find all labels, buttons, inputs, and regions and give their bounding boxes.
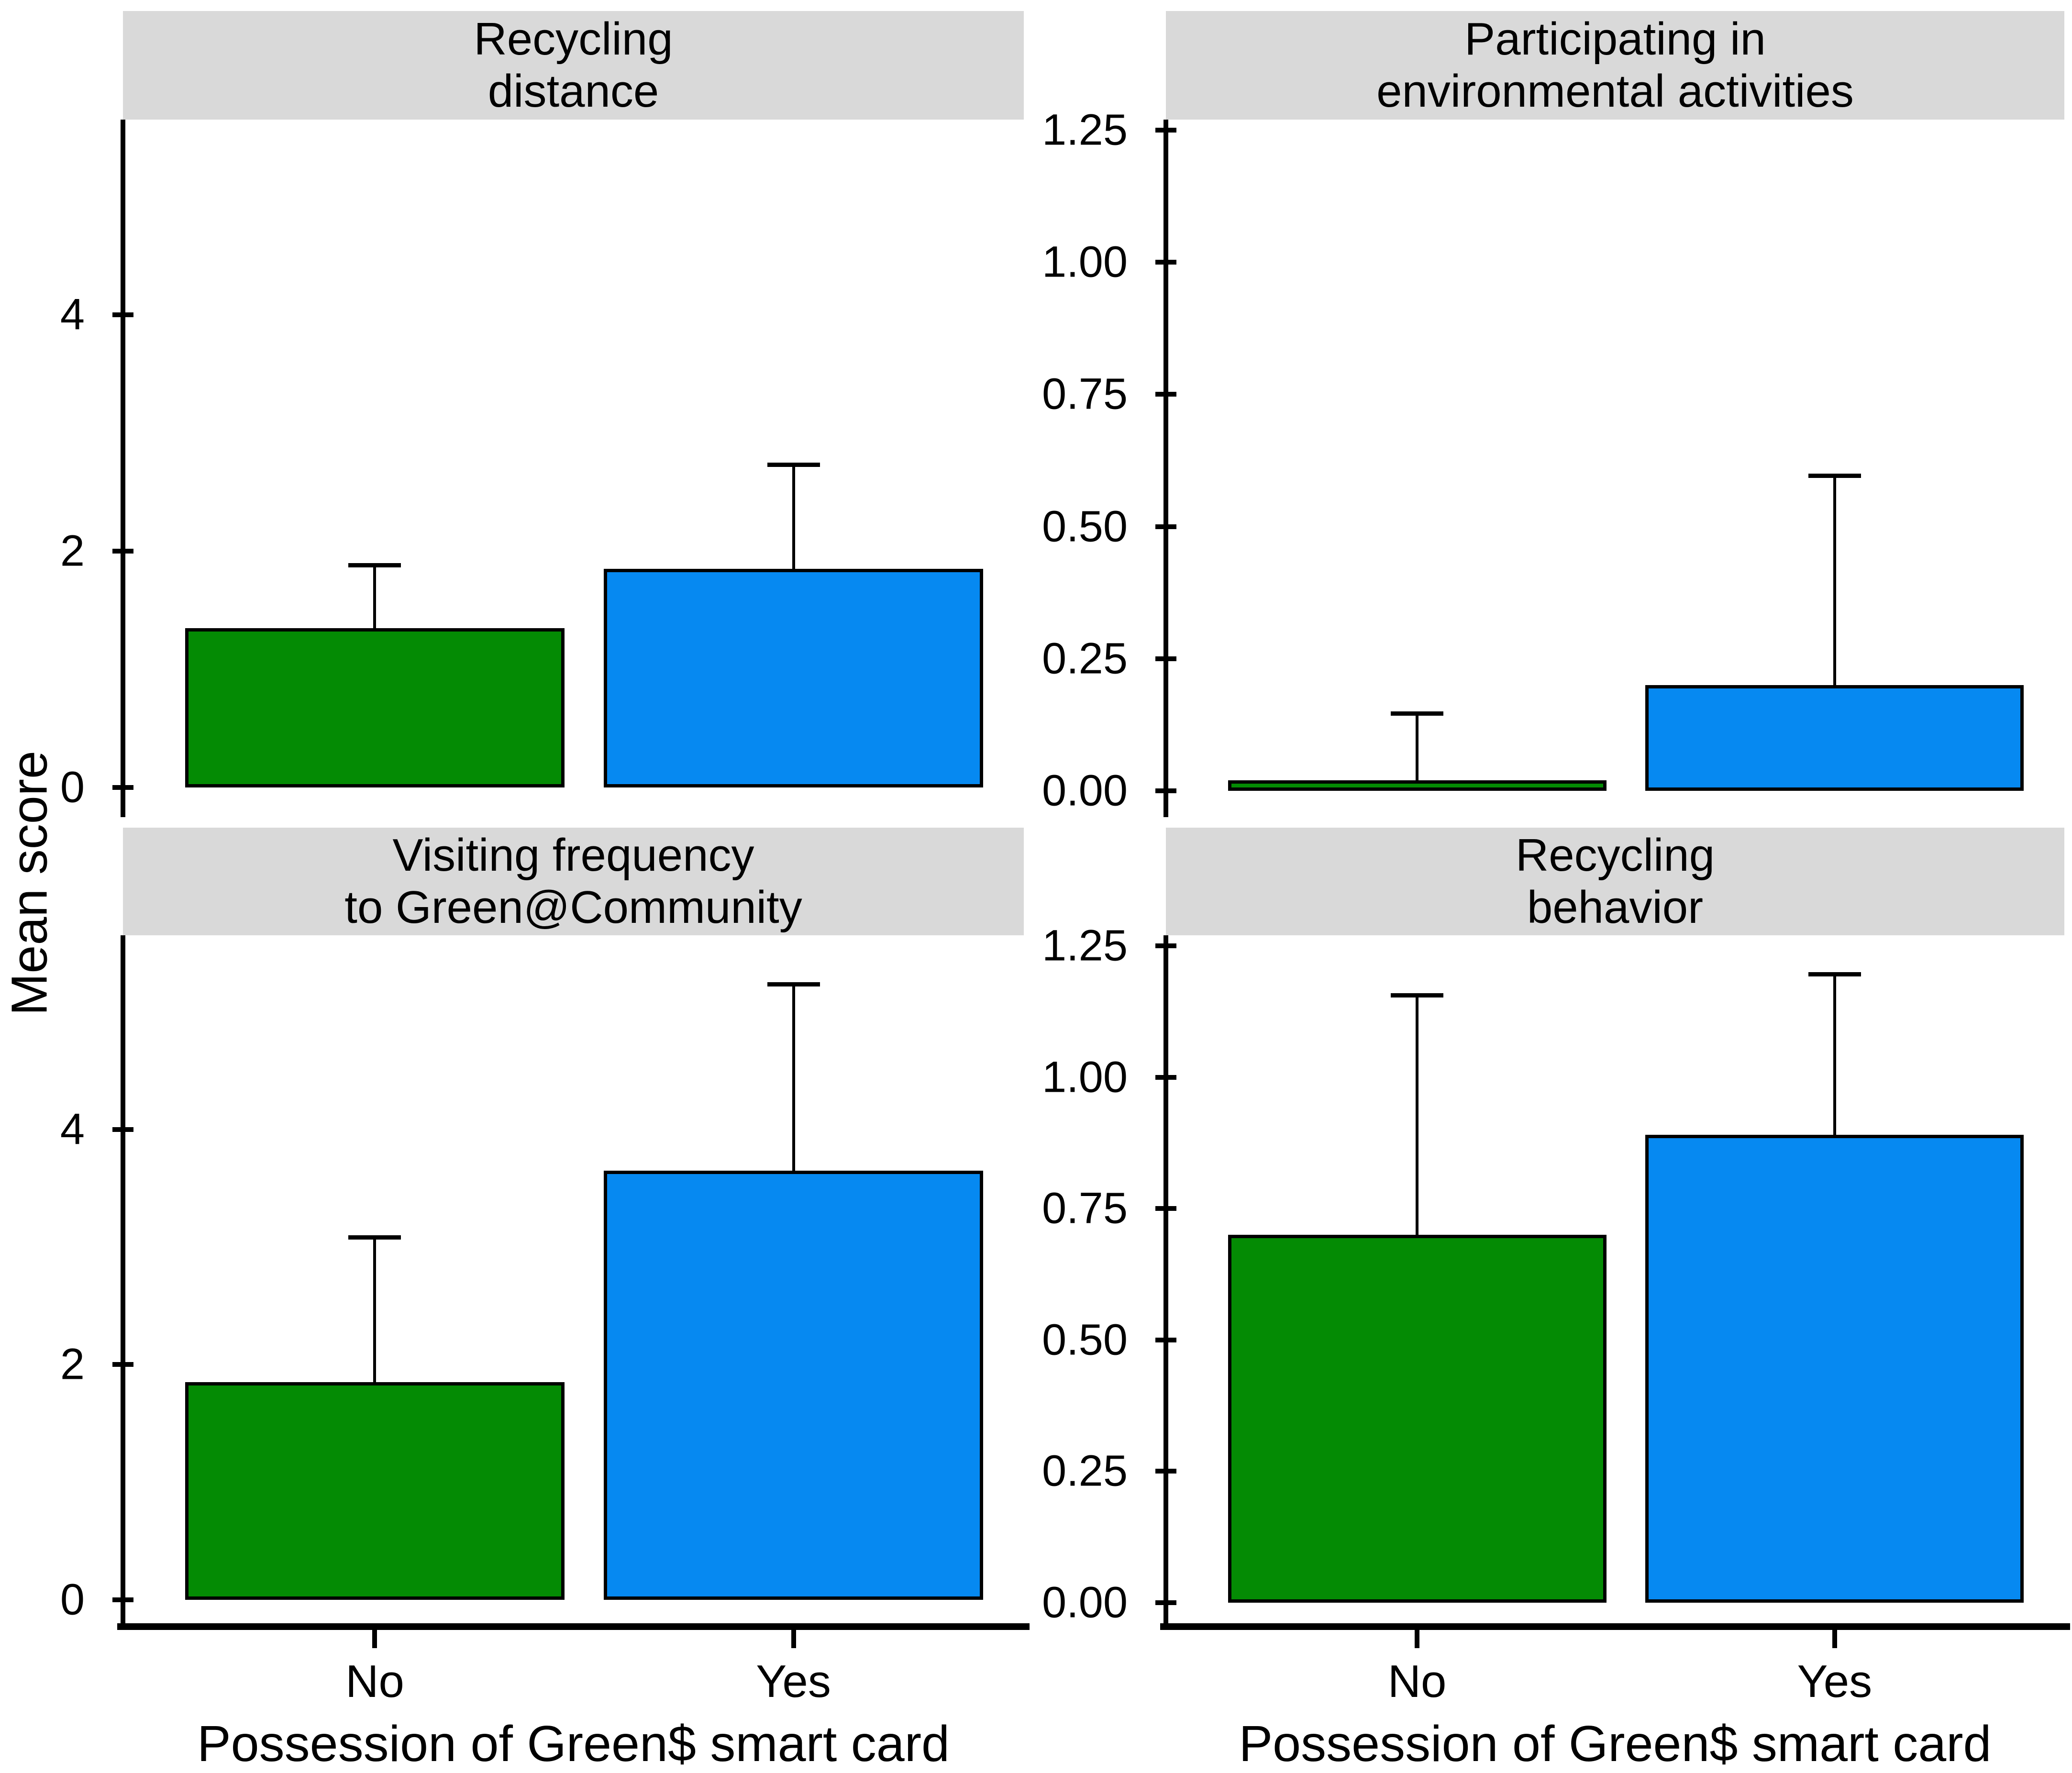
y-tick-mark xyxy=(1155,1206,1176,1211)
facet-strip: Recycling behavior xyxy=(1166,828,2064,935)
error-bar-cap xyxy=(767,462,820,467)
plot-area: 0 2 4 xyxy=(60,120,1024,817)
y-tick-mark xyxy=(1155,1075,1176,1080)
bar-yes xyxy=(1645,1135,2024,1603)
y-tick-mark xyxy=(1155,392,1176,397)
y-tick-label: 0.00 xyxy=(1042,766,1128,815)
y-tick-label: 2 xyxy=(60,526,85,576)
bar-no xyxy=(1228,1235,1607,1603)
y-tick-label: 0.75 xyxy=(1042,1184,1128,1233)
x-tick-mark xyxy=(372,1630,377,1648)
x-tick-mark xyxy=(1415,1630,1420,1648)
error-bar-cap xyxy=(1808,474,1861,478)
y-tick-label: 0 xyxy=(60,763,85,812)
y-axis-line xyxy=(1163,935,1168,1629)
plot-area: 0.00 0.25 0.50 0.75 1.00 1.25 No Yes Possession … xyxy=(1042,921,2070,1772)
y-tick-mark xyxy=(1155,1337,1176,1342)
y-tick-mark xyxy=(112,1362,133,1367)
error-bar-stem xyxy=(792,462,795,569)
y-tick-mark xyxy=(112,312,133,317)
x-tick-label-no: No xyxy=(345,1656,404,1707)
y-tick-mark xyxy=(1155,260,1176,265)
facet-strip: Visiting frequency to Green@Community xyxy=(123,828,1024,935)
y-tick-mark xyxy=(1155,788,1176,793)
x-tick-label-no: No xyxy=(1387,1656,1447,1707)
facet-title: Recycling behavior xyxy=(1515,830,1715,933)
y-tick-mark xyxy=(112,1127,133,1132)
x-tick-mark xyxy=(1832,1630,1837,1648)
x-axis-title: Possession of Green$ smart card xyxy=(1239,1716,1992,1772)
y-tick-mark xyxy=(112,548,133,554)
y-tick-mark xyxy=(1155,656,1176,661)
plot-area: 0.00 0.25 0.50 0.75 1.00 1.25 xyxy=(1042,106,2064,817)
facet-title: Visiting frequency to Green@Community xyxy=(344,830,802,933)
y-tick-mark xyxy=(1155,524,1176,529)
bar-no xyxy=(185,1382,565,1600)
y-tick-label: 0 xyxy=(60,1575,85,1624)
error-bar-cap xyxy=(1391,993,1444,997)
y-tick-label: 1.00 xyxy=(1042,1053,1128,1102)
y-tick-label: 0.50 xyxy=(1042,1315,1128,1364)
plot-area: 0 2 4 No Yes Possession of Green$ smart card xyxy=(60,935,1030,1772)
y-tick-mark xyxy=(112,1597,133,1602)
y-tick-label: 0.25 xyxy=(1042,1446,1128,1496)
error-bar-stem xyxy=(373,1235,377,1382)
error-bar-cap xyxy=(1391,711,1444,716)
facet-strip: Participating in environmental activitie… xyxy=(1166,11,2064,120)
x-axis-line xyxy=(1160,1623,2070,1630)
y-tick-label: 4 xyxy=(60,1105,85,1153)
y-tick-label: 2 xyxy=(60,1340,85,1389)
error-bar-cap xyxy=(348,1235,401,1240)
y-tick-label: 1.25 xyxy=(1042,921,1128,970)
y-tick-label: 0.75 xyxy=(1042,369,1128,419)
error-bar-stem xyxy=(1833,474,1836,685)
y-tick-label: 1.00 xyxy=(1042,237,1128,287)
y-tick-mark xyxy=(1155,1600,1176,1606)
y-tick-mark xyxy=(1155,943,1176,948)
facet-title: Recycling distance xyxy=(474,13,673,117)
y-tick-label: 0.50 xyxy=(1042,502,1128,551)
error-bar-cap xyxy=(1808,972,1861,976)
error-bar-stem xyxy=(1416,993,1419,1235)
facet-strip: Recycling distance xyxy=(123,11,1024,120)
y-tick-mark xyxy=(1155,128,1176,133)
bar-yes xyxy=(603,569,984,788)
bar-yes xyxy=(603,1170,984,1600)
bar-no xyxy=(185,628,565,788)
x-axis-title: Possession of Green$ smart card xyxy=(197,1716,950,1772)
y-axis-line xyxy=(1163,120,1168,817)
x-tick-label-yes: Yes xyxy=(756,1656,831,1707)
error-bar-stem xyxy=(792,982,795,1171)
error-bar-stem xyxy=(1833,972,1836,1135)
y-tick-label: 0.25 xyxy=(1042,634,1128,683)
x-tick-mark xyxy=(791,1630,796,1648)
bar-yes xyxy=(1645,685,2024,791)
y-tick-mark xyxy=(112,785,133,790)
x-tick-label-yes: Yes xyxy=(1797,1656,1873,1707)
x-axis-line xyxy=(117,1623,1030,1630)
facet-title: Participating in environmental activitie… xyxy=(1376,13,1854,117)
y-tick-label: 0.00 xyxy=(1042,1578,1128,1627)
y-tick-label: 4 xyxy=(60,290,85,339)
error-bar-stem xyxy=(1416,711,1419,780)
y-tick-label: 1.25 xyxy=(1042,105,1128,155)
error-bar-cap xyxy=(767,982,820,987)
y-axis-line xyxy=(121,935,125,1629)
y-tick-mark xyxy=(1155,1469,1176,1474)
error-bar-stem xyxy=(373,563,377,628)
error-bar-cap xyxy=(348,563,401,567)
y-axis-line xyxy=(121,120,125,817)
bar-no xyxy=(1228,780,1607,791)
